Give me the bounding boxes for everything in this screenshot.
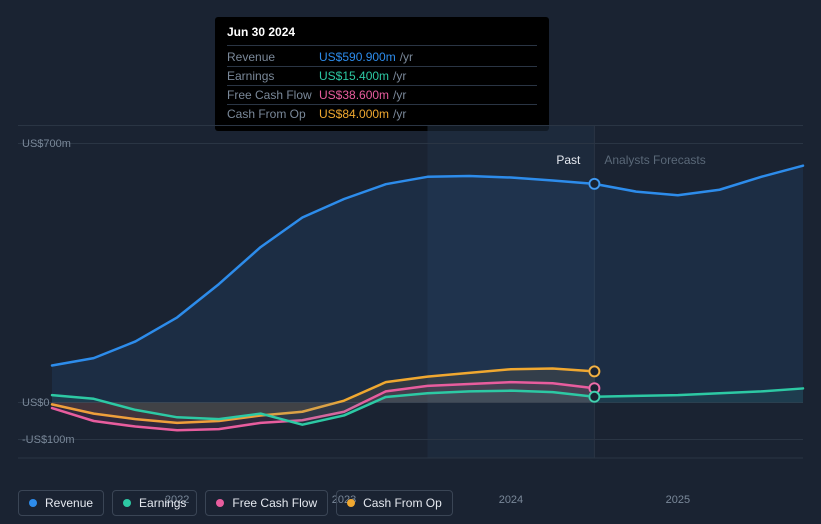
tooltip-metric-value: US$84.000m	[319, 107, 389, 121]
x-axis-label: 2025	[666, 494, 690, 506]
tooltip-metric-label: Cash From Op	[227, 107, 319, 121]
past-region-label: Past	[556, 153, 580, 167]
tooltip-metric-value: US$38.600m	[319, 88, 389, 102]
legend-label: Revenue	[45, 496, 93, 510]
chart-tooltip: Jun 30 2024 RevenueUS$590.900m/yrEarning…	[215, 17, 549, 131]
tooltip-metric-label: Revenue	[227, 50, 319, 64]
forecast-region-label: Analysts Forecasts	[604, 153, 705, 167]
chart-svg	[18, 125, 803, 484]
legend-dot-icon	[29, 499, 37, 507]
tooltip-metric-unit: /yr	[393, 69, 406, 83]
legend-item-earnings[interactable]: Earnings	[112, 490, 197, 516]
y-axis-label: US$700m	[22, 138, 71, 150]
tooltip-metric-label: Earnings	[227, 69, 319, 83]
legend-dot-icon	[216, 499, 224, 507]
tooltip-metric-unit: /yr	[400, 50, 413, 64]
x-axis-label: 2024	[499, 494, 523, 506]
legend-label: Free Cash Flow	[232, 496, 317, 510]
tooltip-metric-label: Free Cash Flow	[227, 88, 319, 102]
tooltip-row: Cash From OpUS$84.000m/yr	[227, 104, 537, 123]
legend-item-free-cash-flow[interactable]: Free Cash Flow	[205, 490, 328, 516]
tooltip-row: EarningsUS$15.400m/yr	[227, 66, 537, 85]
tooltip-row: Free Cash FlowUS$38.600m/yr	[227, 85, 537, 104]
tooltip-metric-value: US$590.900m	[319, 50, 396, 64]
tooltip-row: RevenueUS$590.900m/yr	[227, 45, 537, 66]
legend-item-revenue[interactable]: Revenue	[18, 490, 104, 516]
legend-dot-icon	[347, 499, 355, 507]
financials-chart: Past Analysts Forecasts US$700m US$0 -US$1…	[18, 125, 803, 484]
tooltip-date: Jun 30 2024	[227, 25, 537, 39]
legend-label: Earnings	[139, 496, 186, 510]
legend-item-cash-from-op[interactable]: Cash From Op	[336, 490, 453, 516]
legend-label: Cash From Op	[363, 496, 442, 510]
y-axis-label: -US$100m	[22, 434, 75, 446]
tooltip-metric-value: US$15.400m	[319, 69, 389, 83]
tooltip-metric-unit: /yr	[393, 107, 406, 121]
legend-dot-icon	[123, 499, 131, 507]
y-axis-label: US$0	[22, 397, 50, 409]
chart-legend: Revenue Earnings Free Cash Flow Cash From O…	[18, 490, 453, 516]
tooltip-metric-unit: /yr	[393, 88, 406, 102]
